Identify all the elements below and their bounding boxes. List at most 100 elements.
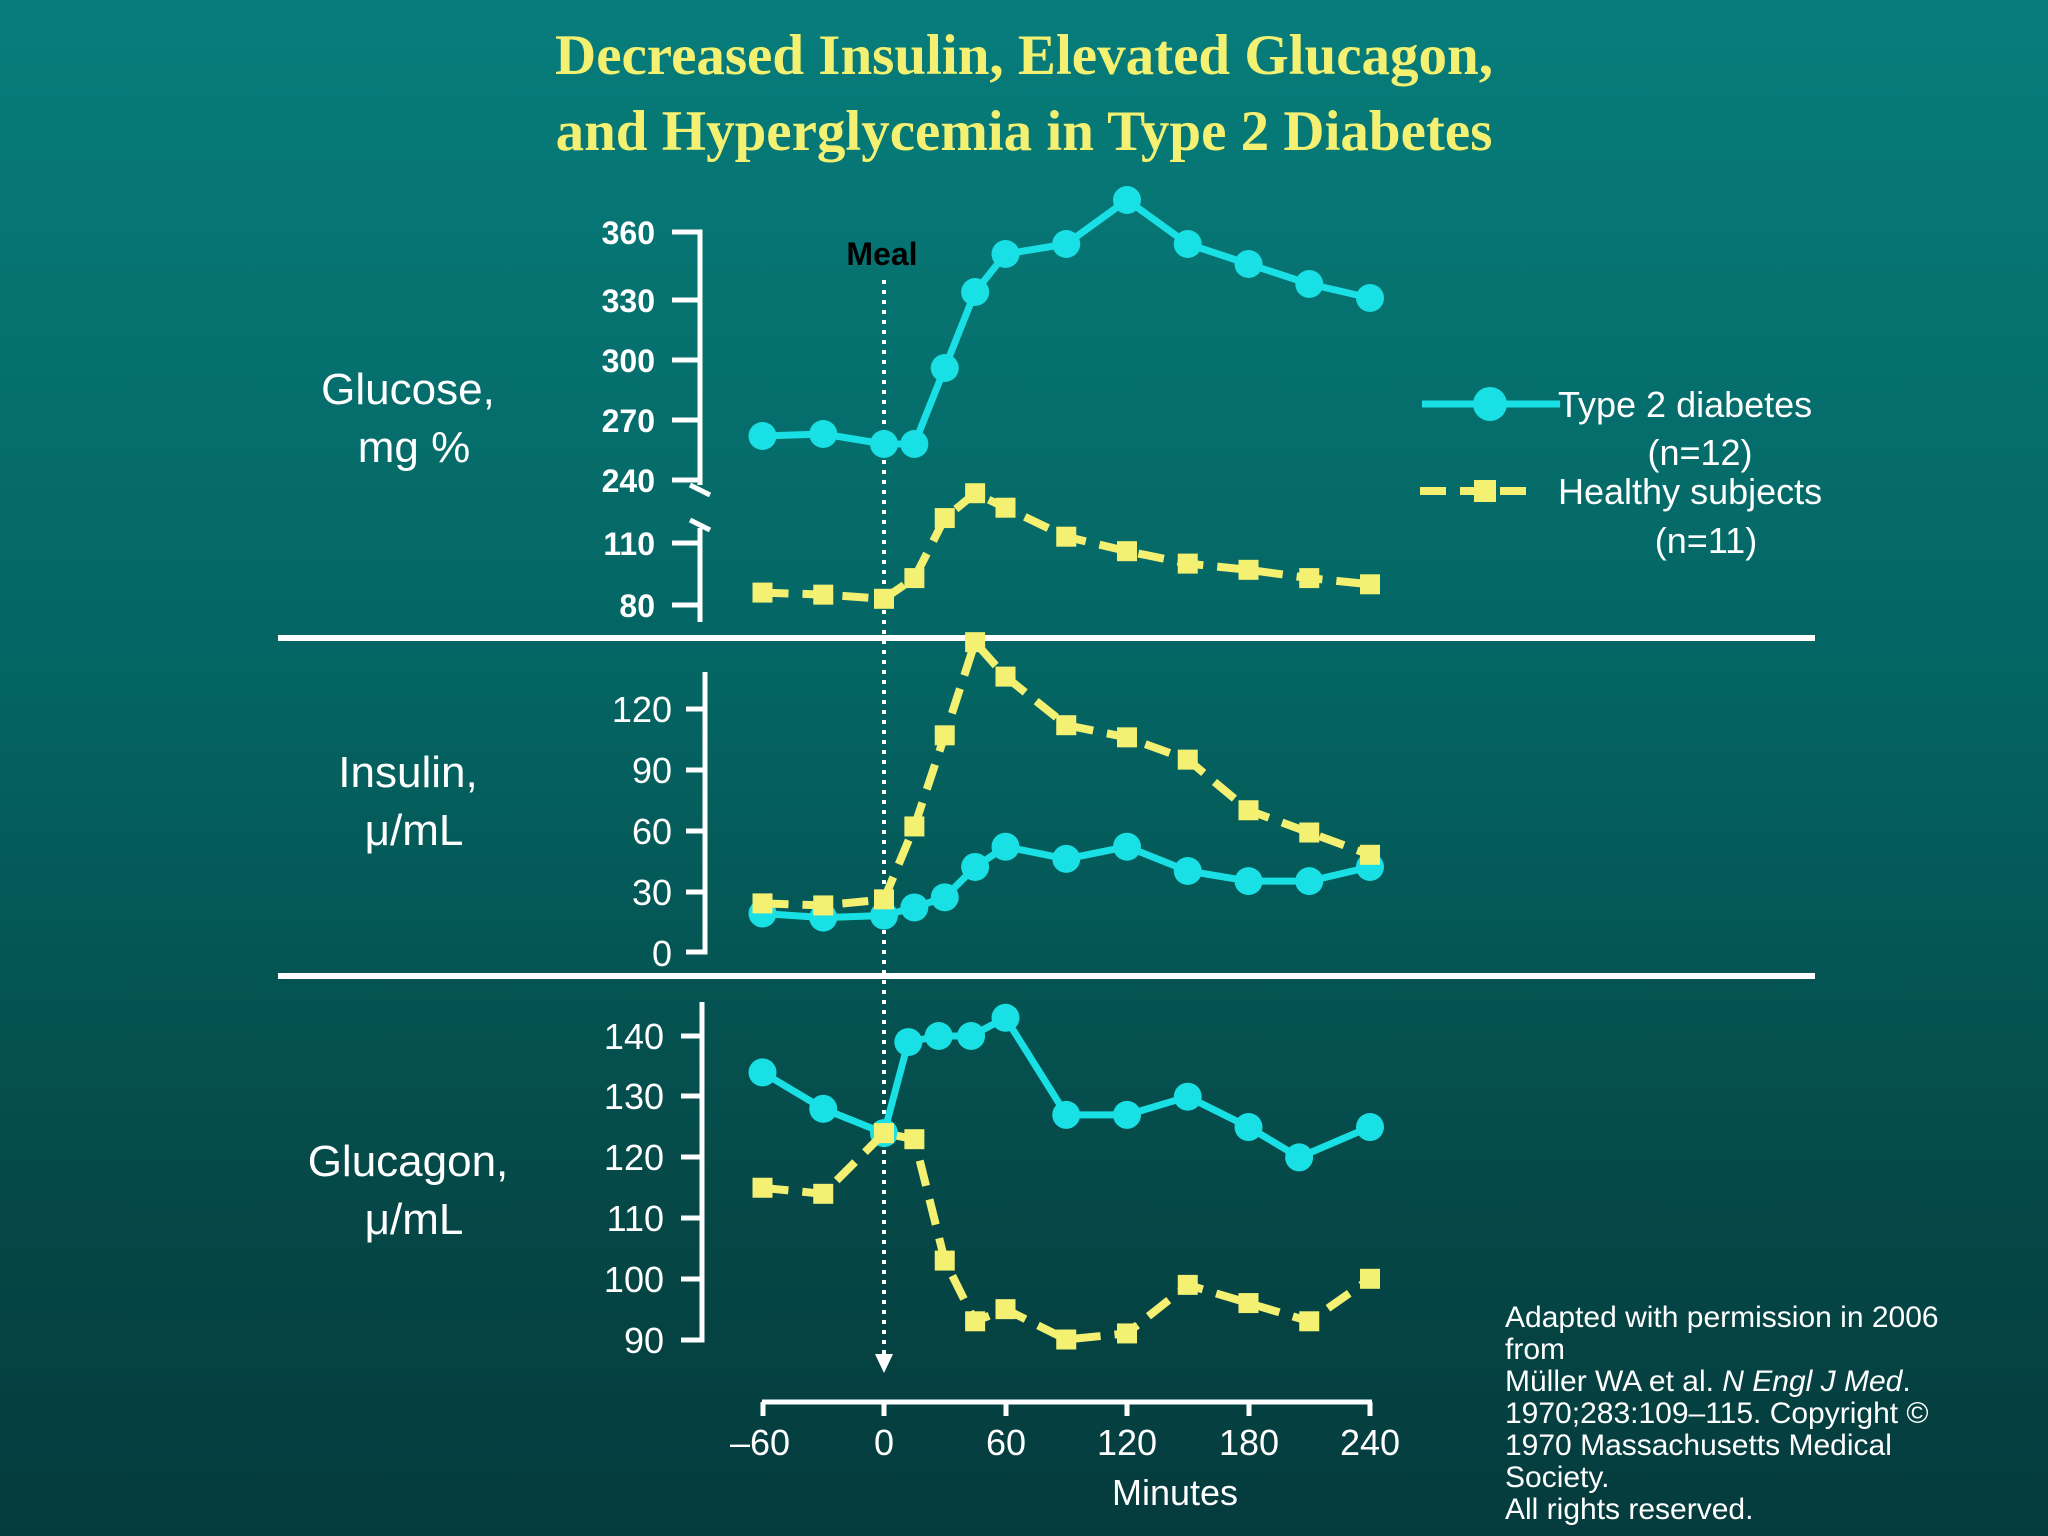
insulin-t2d-data-point [1173, 857, 1202, 885]
glucose-tick-label: 360 [602, 215, 655, 251]
insulin-tick-label: 60 [632, 811, 672, 852]
insulin-healthy-data-point [965, 632, 986, 653]
glucagon-healthy-data-point [752, 1177, 773, 1198]
glucose-t2d-data-point [961, 278, 990, 306]
insulin-healthy-data-point [813, 895, 834, 916]
glucagon-tick-label: 130 [604, 1076, 664, 1117]
glucose-tick-label: 240 [602, 463, 655, 499]
legend-t2d-label-line-2: (n=12) [1647, 432, 1752, 473]
glucagon-tick-label: 110 [607, 1198, 664, 1239]
glucose-t2d-data-point [1173, 230, 1202, 258]
glucagon-healthy-data-point [934, 1250, 955, 1271]
glucose-y-axis: 360 330 300 270 240 110 80 [602, 215, 712, 624]
glucose-healthy-data-point [965, 483, 986, 504]
glucose-t2d-data-point [991, 240, 1020, 268]
glucagon-t2d-data-point [1234, 1113, 1263, 1142]
data-layer [748, 186, 1384, 1350]
insulin-y-axis: 120 90 60 30 0 [612, 672, 708, 974]
insulin-t2d-data-point [1234, 867, 1263, 896]
insulin-healthy-data-point [904, 816, 925, 837]
x-axis-title: Minutes [1112, 1472, 1238, 1513]
insulin-y-axis-line [686, 672, 708, 955]
insulin-tick-label: 120 [612, 689, 672, 730]
glucose-healthy-data-point [813, 584, 834, 605]
glucagon-t2d-data-point [957, 1022, 986, 1050]
meal-arrow-head [875, 1354, 893, 1373]
insulin-tick-label: 90 [632, 750, 672, 791]
source-line-4: 1970;283:109–115. Copyright © [1505, 1397, 1929, 1430]
glucose-y-axis-upper [672, 229, 703, 485]
glucagon-t2d-data-point [894, 1028, 923, 1057]
glucose-healthy-data-point [1238, 559, 1259, 580]
insulin-t2d-data-point [991, 832, 1020, 861]
x-tick-label: 120 [1097, 1422, 1157, 1463]
glucagon-tick-label: 100 [604, 1259, 664, 1300]
x-tick-label: 60 [986, 1422, 1026, 1463]
glucose-healthy-data-point [1299, 568, 1320, 589]
insulin-healthy-data-point [1360, 844, 1380, 865]
insulin-healthy-data-point [995, 666, 1016, 687]
source-line-6: Society. [1505, 1461, 1610, 1494]
insulin-healthy-data-point [874, 889, 894, 910]
glucagon-y-axis-line [681, 1002, 705, 1343]
glucagon-healthy-data-point [1056, 1329, 1077, 1350]
axis-break-mark-upper [688, 482, 712, 498]
source-period: . [1902, 1365, 1910, 1398]
glucagon-healthy-data-point [813, 1183, 834, 1204]
glucose-tick-label: 270 [602, 403, 655, 439]
meal-marker: Meal [846, 236, 918, 1373]
glucose-tick-label: 330 [602, 283, 655, 319]
glucagon-y-axis: 140 130 120 110 100 90 [604, 1002, 705, 1361]
insulin-t2d-data-point [961, 852, 990, 881]
glucagon-ylabel-line-2: μ/mL [365, 1195, 464, 1244]
glucose-t2d-data-point [748, 422, 777, 450]
glucagon-healthy-series-line [762, 1129, 1373, 1344]
insulin-t2d-data-point [1295, 867, 1324, 896]
insulin-healthy-data-point [1177, 749, 1198, 770]
glucagon-healthy-data-point [904, 1129, 925, 1150]
glucagon-healthy-data-point [995, 1299, 1016, 1320]
insulin-ylabel-line-1: Insulin, [338, 748, 477, 797]
glucose-ylabel-line-1: Glucose, [321, 365, 495, 414]
legend-t2d-label-line-1: Type 2 diabetes [1558, 384, 1812, 425]
insulin-t2d-data-point [1052, 844, 1081, 873]
glucagon-t2d-data-point [924, 1022, 953, 1050]
glucose-tick-label: 80 [619, 588, 655, 624]
chart-title-line-2: and Hyperglycemia in Type 2 Diabetes [556, 100, 1493, 163]
glucagon-healthy-data-point [965, 1311, 986, 1332]
glucose-healthy-data-point [1056, 526, 1077, 547]
source-line-5: 1970 Massachusetts Medical [1505, 1429, 1892, 1462]
glucagon-t2d-data-point [748, 1058, 777, 1087]
glucagon-healthy-data-point [1360, 1268, 1380, 1289]
glucose-healthy-data-point [1117, 541, 1137, 562]
source-journal: N Engl J Med [1722, 1365, 1903, 1398]
glucose-healthy-data-point [1360, 574, 1380, 595]
insulin-healthy-data-point [934, 725, 955, 746]
insulin-t2d-data-point [1113, 832, 1141, 861]
glucose-t2d-data-point [900, 430, 929, 458]
source-line-1: Adapted with permission in 2006 [1505, 1301, 1939, 1334]
glucose-healthy-data-point [995, 497, 1016, 518]
glucagon-t2d-data-point [1356, 1113, 1384, 1142]
glucagon-tick-label: 120 [604, 1137, 664, 1178]
glucagon-t2d-data-point [1052, 1100, 1081, 1129]
glucagon-healthy-data-point [1177, 1274, 1198, 1295]
source-citation: Adapted with permission in 2006 from Mül… [1505, 1301, 1939, 1526]
source-line-2: from [1505, 1333, 1565, 1366]
x-axis: –60 0 60 120 180 240 Minutes [730, 1399, 1400, 1513]
glucose-tick-label: 300 [602, 343, 655, 379]
insulin-t2d-data-point [930, 883, 959, 912]
glucagon-healthy-data-point [1238, 1293, 1259, 1314]
source-authors: Müller WA et al. [1505, 1365, 1722, 1398]
glucagon-t2d-data-point [1285, 1143, 1314, 1172]
glucagon-tick-label: 140 [604, 1016, 664, 1057]
insulin-healthy-data-point [1238, 800, 1259, 821]
glucose-t2d-data-point [1113, 186, 1141, 214]
glucose-t2d-data-point [870, 430, 898, 458]
legend-healthy-label-line-2: (n=11) [1655, 520, 1757, 561]
x-tick-label: 0 [874, 1422, 894, 1463]
glucagon-t2d-data-point [991, 1003, 1020, 1032]
glucose-tick-label: 110 [603, 526, 655, 562]
glucose-healthy-data-point [752, 582, 773, 603]
glucagon-ylabel-line-1: Glucagon, [308, 1137, 509, 1186]
